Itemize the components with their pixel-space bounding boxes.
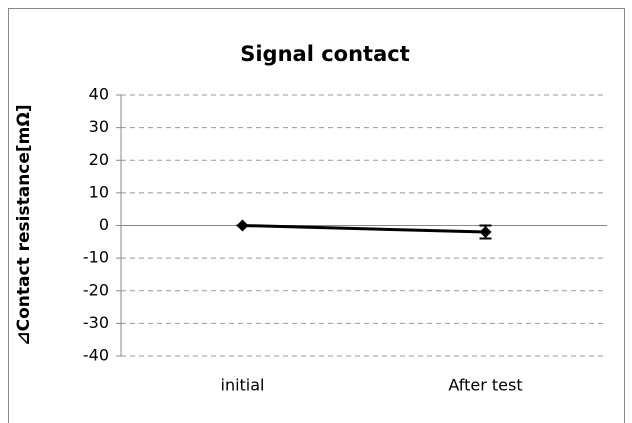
y-tick-label: 10 [89,182,109,201]
data-line [242,224,486,234]
chart-title: Signal contact [240,42,410,66]
data-marker [236,219,249,232]
y-tick-label: 0 [99,215,109,234]
x-tick-label: initial [221,376,265,395]
y-tick-label: -30 [83,313,109,332]
data-marker [479,226,492,239]
y-tick-label: 20 [89,150,109,169]
y-tick-label: -40 [83,346,109,365]
y-tick-label: -10 [83,248,109,267]
chart-frame [8,8,625,423]
y-axis-label: ⊿Contact resistance[mΩ] [14,104,34,345]
x-tick-label: After test [448,376,522,395]
y-tick-label: -20 [83,280,109,299]
y-tick-label: 30 [89,117,109,136]
y-tick-label: 40 [89,85,109,104]
